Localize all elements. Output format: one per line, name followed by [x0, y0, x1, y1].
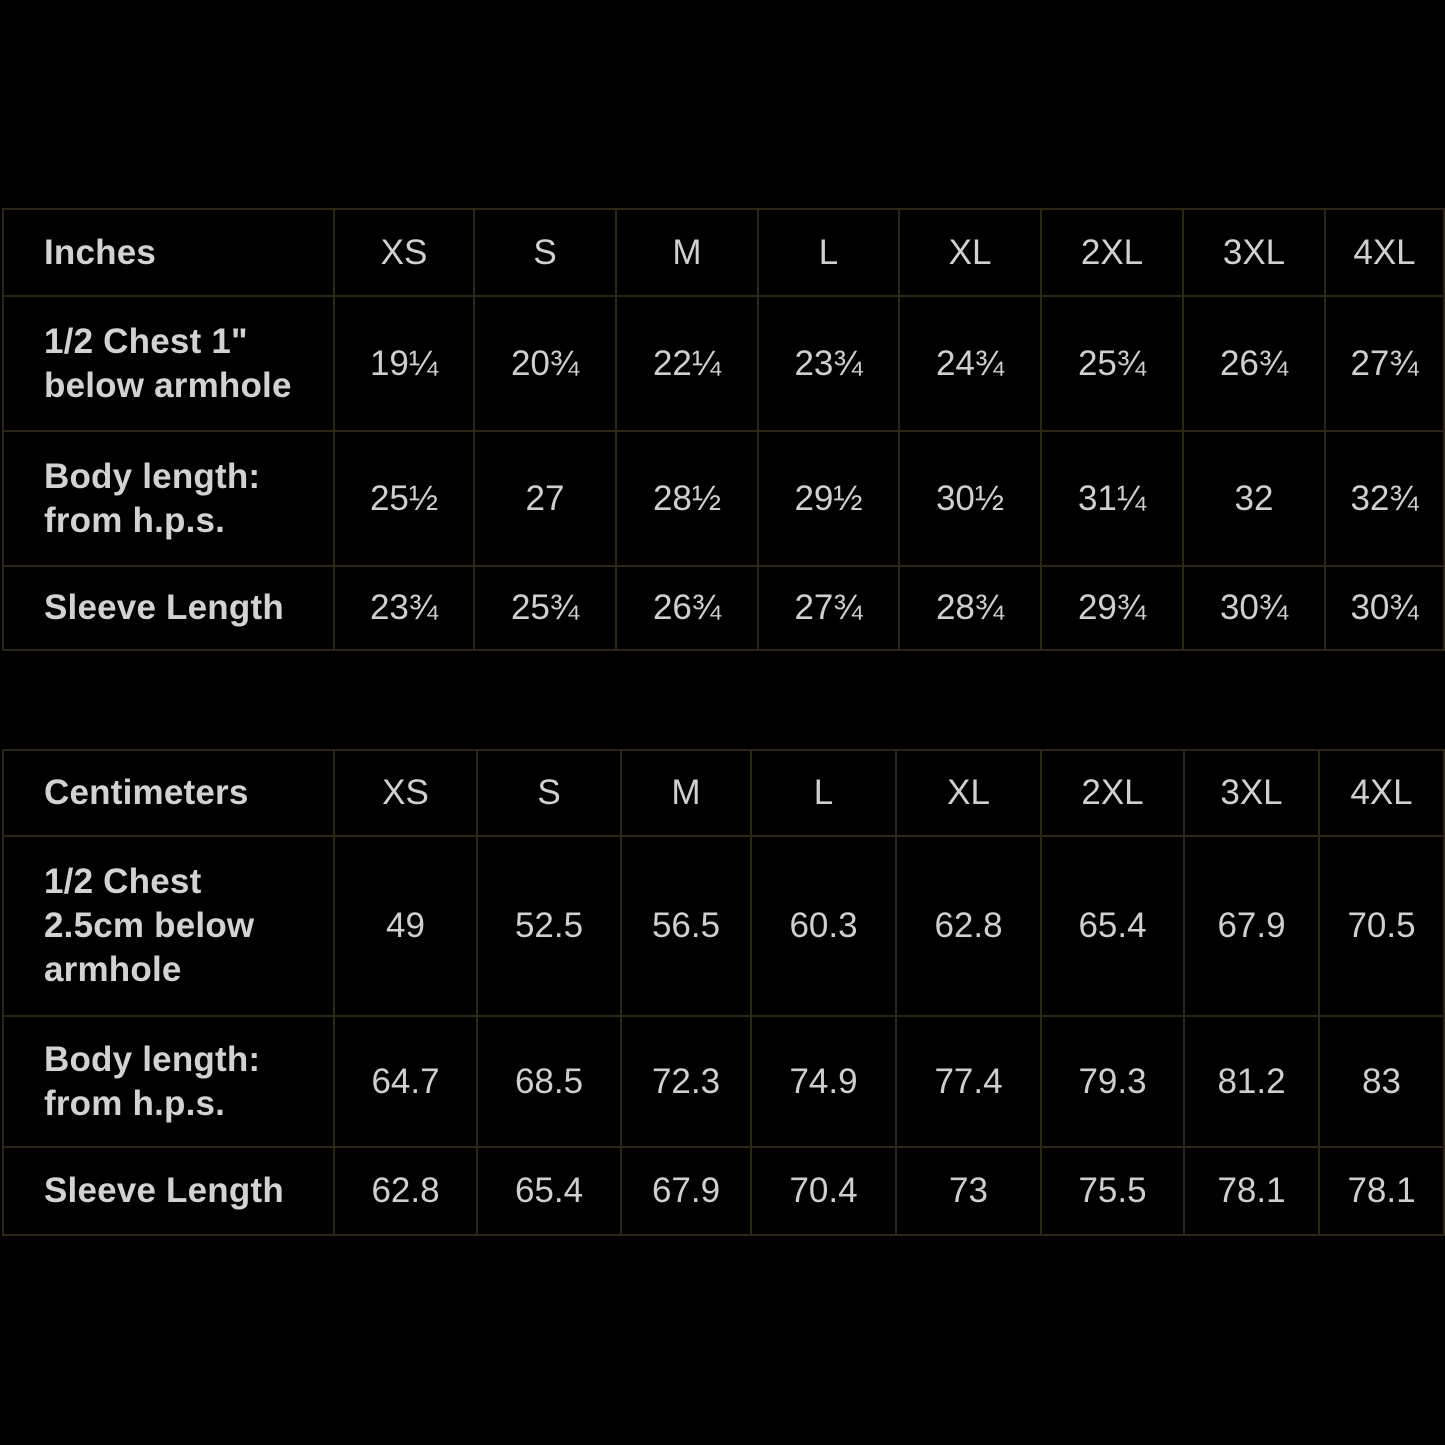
measurement-label: 1/2 Chest 1" below armhole	[2, 295, 335, 432]
centimeters-row-sleeve-length: Sleeve Length 62.8 65.4 67.9 70.4 73 75.…	[2, 1146, 1445, 1236]
size-value-cell: 75.5	[1040, 1146, 1185, 1236]
size-value-cell: 29½	[757, 430, 900, 567]
size-value-cell: 32	[1182, 430, 1326, 567]
size-value-cell: 26¾	[615, 565, 759, 651]
size-value-cell: 79.3	[1040, 1015, 1185, 1148]
size-value-cell: 25¾	[473, 565, 617, 651]
size-value-cell: 64.7	[333, 1015, 478, 1148]
size-value-cell: 24¾	[898, 295, 1042, 432]
label-line: 2.5cm below	[44, 906, 255, 945]
inches-row-body-length: Body length: from h.p.s. 25½ 27 28½ 29½ …	[2, 430, 1445, 567]
size-value-cell: 27¾	[1324, 295, 1445, 432]
size-value-cell: 30¾	[1182, 565, 1326, 651]
size-value-cell: 78.1	[1318, 1146, 1445, 1236]
size-value-cell: 23¾	[333, 565, 475, 651]
size-header-4xl: 4XL	[1324, 208, 1445, 297]
size-header-xs: XS	[333, 208, 475, 297]
size-value-cell: 73	[895, 1146, 1042, 1236]
size-value-cell: 65.4	[1040, 835, 1185, 1017]
size-value-cell: 26¾	[1182, 295, 1326, 432]
size-header-l: L	[750, 749, 897, 837]
size-value-cell: 27	[473, 430, 617, 567]
centimeters-unit-header: Centimeters	[2, 749, 335, 837]
inches-row-sleeve-length: Sleeve Length 23¾ 25¾ 26¾ 27¾ 28¾ 29¾ 30…	[2, 565, 1445, 651]
size-value-cell: 31¼	[1040, 430, 1184, 567]
size-header-s: S	[473, 208, 617, 297]
size-value-cell: 30½	[898, 430, 1042, 567]
size-value-cell: 72.3	[620, 1015, 752, 1148]
size-value-cell: 49	[333, 835, 478, 1017]
size-value-cell: 81.2	[1183, 1015, 1320, 1148]
measurement-label: Sleeve Length	[2, 565, 335, 651]
label-line: Body length:	[44, 456, 261, 496]
measurement-label: Body length: from h.p.s.	[2, 1015, 335, 1148]
size-value-cell: 25¾	[1040, 295, 1184, 432]
inches-header-row: Inches XS S M L XL 2XL 3XL 4XL	[2, 208, 1445, 297]
size-value-cell: 28½	[615, 430, 759, 567]
measurement-label: Sleeve Length	[2, 1146, 335, 1236]
inches-row-half-chest: 1/2 Chest 1" below armhole 19¼ 20¾ 22¼ 2…	[2, 295, 1445, 432]
size-value-cell: 20¾	[473, 295, 617, 432]
size-value-cell: 29¾	[1040, 565, 1184, 651]
size-value-cell: 52.5	[476, 835, 622, 1017]
size-value-cell: 25½	[333, 430, 475, 567]
size-value-cell: 78.1	[1183, 1146, 1320, 1236]
size-header-l: L	[757, 208, 900, 297]
size-value-cell: 74.9	[750, 1015, 897, 1148]
centimeters-row-body-length: Body length: from h.p.s. 64.7 68.5 72.3 …	[2, 1015, 1445, 1148]
label-line: from h.p.s.	[44, 500, 226, 540]
size-header-2xl: 2XL	[1040, 749, 1185, 837]
centimeters-row-half-chest: 1/2 Chest 2.5cm below armhole 49 52.5 56…	[2, 835, 1445, 1017]
size-value-cell: 67.9	[620, 1146, 752, 1236]
centimeters-size-table: Centimeters XS S M L XL 2XL 3XL 4XL 1/2 …	[2, 749, 1445, 1236]
label-line: Sleeve Length	[44, 588, 284, 627]
size-header-3xl: 3XL	[1183, 749, 1320, 837]
label-line: Sleeve Length	[44, 1171, 284, 1210]
size-value-cell: 27¾	[757, 565, 900, 651]
size-value-cell: 30¾	[1324, 565, 1445, 651]
size-header-s: S	[476, 749, 622, 837]
size-value-cell: 70.4	[750, 1146, 897, 1236]
size-value-cell: 23¾	[757, 295, 900, 432]
size-value-cell: 60.3	[750, 835, 897, 1017]
measurement-label: 1/2 Chest 2.5cm below armhole	[2, 835, 335, 1017]
size-header-xl: XL	[898, 208, 1042, 297]
size-value-cell: 19¼	[333, 295, 475, 432]
label-line: 1/2 Chest 1"	[44, 321, 248, 361]
inches-size-table: Inches XS S M L XL 2XL 3XL 4XL 1/2 Chest…	[2, 208, 1445, 651]
size-value-cell: 32¾	[1324, 430, 1445, 567]
size-value-cell: 70.5	[1318, 835, 1445, 1017]
size-value-cell: 68.5	[476, 1015, 622, 1148]
size-value-cell: 62.8	[333, 1146, 478, 1236]
size-header-4xl: 4XL	[1318, 749, 1445, 837]
size-value-cell: 62.8	[895, 835, 1042, 1017]
size-header-xl: XL	[895, 749, 1042, 837]
size-value-cell: 65.4	[476, 1146, 622, 1236]
size-header-xs: XS	[333, 749, 478, 837]
size-header-m: M	[615, 208, 759, 297]
label-line: 1/2 Chest	[44, 862, 202, 901]
size-value-cell: 22¼	[615, 295, 759, 432]
inches-unit-header: Inches	[2, 208, 335, 297]
measurement-label: Body length: from h.p.s.	[2, 430, 335, 567]
size-value-cell: 28¾	[898, 565, 1042, 651]
label-line: from h.p.s.	[44, 1083, 226, 1123]
label-line: Body length:	[44, 1039, 261, 1079]
size-header-2xl: 2XL	[1040, 208, 1184, 297]
size-value-cell: 67.9	[1183, 835, 1320, 1017]
label-line: below armhole	[44, 365, 292, 405]
size-header-m: M	[620, 749, 752, 837]
size-value-cell: 77.4	[895, 1015, 1042, 1148]
centimeters-header-row: Centimeters XS S M L XL 2XL 3XL 4XL	[2, 749, 1445, 837]
label-line: armhole	[44, 950, 182, 989]
size-value-cell: 56.5	[620, 835, 752, 1017]
size-header-3xl: 3XL	[1182, 208, 1326, 297]
size-value-cell: 83	[1318, 1015, 1445, 1148]
